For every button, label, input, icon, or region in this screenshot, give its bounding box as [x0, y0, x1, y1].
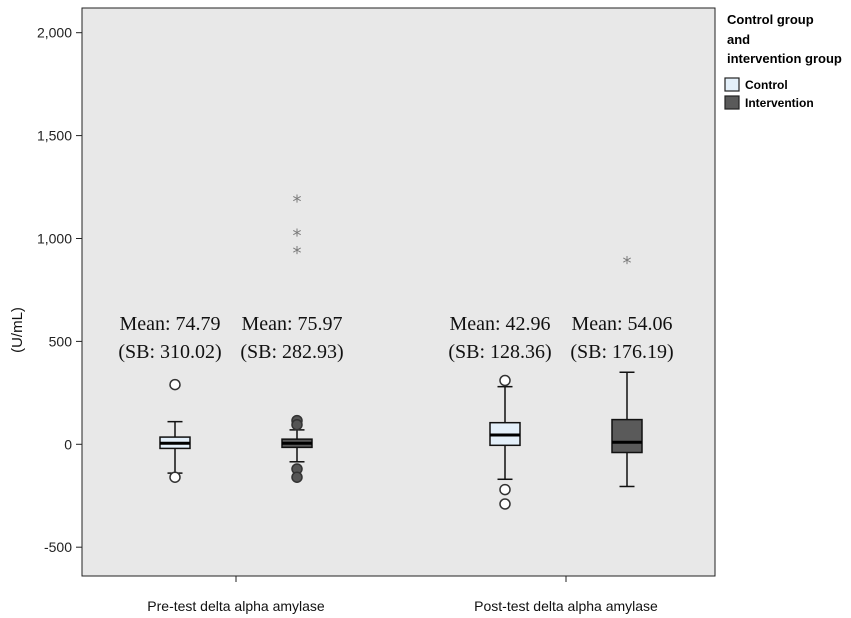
mean-annotation: Mean: 42.96 [449, 313, 550, 335]
annotation-group: Mean: 74.79 (SB: 310.02) Mean: 75.97 (SB: 2… [118, 313, 673, 363]
y-axis: -500 0 500 1,000 1,500 2,000 [37, 25, 82, 555]
extreme-point-star: * [293, 243, 302, 264]
y-tick-label: 0 [64, 436, 72, 452]
y-tick-label: -500 [44, 539, 72, 555]
extreme-point-star: * [623, 253, 632, 274]
sb-annotation: (SB: 128.36) [448, 341, 551, 363]
outlier-point [499, 483, 511, 496]
sb-annotation: (SB: 282.93) [240, 341, 343, 363]
mean-annotation: Mean: 54.06 [571, 313, 672, 335]
y-tick-label: 1,500 [37, 128, 72, 144]
legend-title-line-3: intervention group [727, 51, 842, 66]
extreme-point-star: * [293, 191, 302, 212]
mean-annotation: Mean: 75.97 [241, 313, 342, 335]
mean-annotation: Mean: 74.79 [119, 313, 220, 335]
box-group: *** * [159, 191, 643, 510]
legend-swatch-control [724, 77, 740, 92]
outlier-point [291, 471, 303, 483]
legend-label-intervention: Intervention [745, 96, 814, 110]
x-category-label: Pre-test delta alpha amylase [147, 598, 325, 614]
x-axis: Pre-test delta alpha amylase Post-test de… [147, 576, 658, 614]
outlier-point [169, 471, 181, 483]
box-control-2 [489, 374, 521, 510]
box-intervention-1: *** [281, 191, 313, 483]
box-control-0 [159, 378, 191, 483]
box-intervention-3: * [611, 253, 643, 488]
legend: Control group and intervention group Con… [724, 12, 842, 110]
legend-swatch-intervention [724, 95, 740, 110]
plot-area [81, 7, 716, 577]
y-tick-label: 2,000 [37, 25, 72, 41]
outlier-point [169, 378, 181, 391]
sb-annotation: (SB: 310.02) [118, 341, 221, 363]
legend-title-line-1: Control group [727, 12, 814, 27]
box-iqr [611, 418, 643, 454]
y-tick-label: 500 [49, 333, 73, 349]
sb-annotation: (SB: 176.19) [570, 341, 673, 363]
y-axis-title: (U/mL) [9, 307, 26, 353]
x-category-label: Post-test delta alpha amylase [474, 598, 658, 614]
y-tick-label: 1,000 [37, 230, 72, 246]
legend-title-line-2: and [727, 32, 750, 47]
legend-label-control: Control [745, 78, 788, 92]
extreme-point-star: * [293, 225, 302, 246]
outlier-point [499, 498, 511, 510]
outlier-point [291, 418, 303, 431]
outlier-point [499, 374, 511, 387]
